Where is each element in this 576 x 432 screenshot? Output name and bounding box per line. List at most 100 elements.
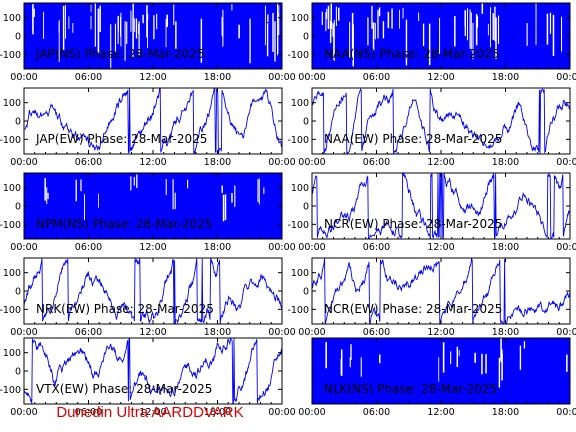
x-tick-label: 06:00 [363,327,390,338]
x-tick-label: 12:00 [139,242,166,253]
phase-trace [24,338,282,404]
y-tick-label: -100 [287,50,309,61]
x-tick-label: 12:00 [427,242,454,253]
phase-trace [312,338,570,404]
x-tick-label: 18:00 [492,72,519,83]
x-tick-label: 06:00 [363,242,390,253]
x-tick-label: 00:00 [556,327,576,338]
y-tick-label: 0 [15,367,21,378]
y-tick-label: -100 [287,220,309,231]
x-tick-label: 00:00 [10,407,37,418]
x-tick-label: 18:00 [204,72,231,83]
trace-line [24,338,282,404]
x-tick-label: 18:00 [492,157,519,168]
y-tick-label: 0 [303,32,309,43]
y-tick-label: 100 [3,98,21,109]
phase-trace [312,258,570,324]
chart-panel-1: 100 0 -100 00:00 06:00 12:00 18:00 00:00 JAP(NS)… [0,2,296,83]
x-tick-label: 00:00 [10,72,37,83]
y-tick-label: 100 [3,348,21,359]
x-tick-label: 12:00 [427,72,454,83]
phase-trace [312,3,570,69]
y-tick-label: 100 [291,268,309,279]
x-tick-label: 18:00 [204,407,231,418]
x-tick-label: 00:00 [268,72,295,83]
x-tick-label: 12:00 [139,157,166,168]
chart-title: NCR(EW) Phase: 28-Mar-2025 [324,302,502,316]
y-tick-label: 0 [303,117,309,128]
x-tick-label: 00:00 [556,242,576,253]
x-tick-label: 00:00 [10,242,37,253]
chart-title: NCR(EW) Phase: 28-Mar-2025 [324,217,502,231]
chart-title: JAP(NS) Phase: 28-Mar-2025 [35,47,205,61]
trace-fill [312,338,570,404]
x-tick-label: 00:00 [268,242,295,253]
x-tick-label: 12:00 [139,327,166,338]
y-tick-label: 0 [303,202,309,213]
y-tick-label: -100 [0,135,21,146]
y-tick-label: 0 [15,32,21,43]
chart-title: NRK(EW) Phase: 28-Mar-2025 [36,302,214,316]
trace-line [24,88,282,154]
chart-title: NAA(EW) Phase: 28-Mar-2025 [324,132,502,146]
trace-line [312,258,570,324]
footer-caption: Dunedin Ultra AARDDVARK [56,404,244,421]
x-tick-label: 06:00 [75,72,102,83]
x-tick-label: 00:00 [298,242,325,253]
y-tick-label: -100 [0,305,21,316]
x-tick-label: 00:00 [298,407,325,418]
x-tick-label: 00:00 [268,407,295,418]
x-tick-label: 18:00 [204,157,231,168]
phase-trace [312,88,570,154]
phase-trace [24,88,282,154]
chart-title: VTX(EW) Phase: 28-Mar-2025 [36,382,212,396]
y-tick-label: 0 [15,202,21,213]
chart-title: NAA(NS) Phase: 28-Mar-2025 [324,47,500,61]
y-tick-label: -100 [0,385,21,396]
chart-title: JAP(EW) Phase: 28-Mar-2025 [35,132,207,146]
chart-panel-2: 100 0 -100 00:00 06:00 12:00 18:00 00:00 NAA(NS)… [287,2,576,83]
x-tick-label: 00:00 [298,327,325,338]
x-tick-label: 06:00 [75,157,102,168]
chart-panel-7: 100 0 -100 00:00 06:00 12:00 18:00 00:00 NRK(EW)… [0,257,296,338]
y-tick-label: -100 [0,50,21,61]
chart-panel-5: 100 0 -100 00:00 06:00 12:00 18:00 00:00 NPM(NS)… [0,172,296,253]
x-tick-label: 12:00 [139,72,166,83]
trace-fill [24,173,282,239]
x-tick-label: 18:00 [492,242,519,253]
x-tick-label: 00:00 [268,327,295,338]
y-tick-label: 100 [3,13,21,24]
chart-panel-8: 100 0 -100 00:00 06:00 12:00 18:00 00:00 NCR(EW)… [287,257,576,338]
y-tick-label: 100 [3,268,21,279]
chart-panel-10: 00:00 06:00 12:00 18:00 00:00 NLK(NS) Phase: … [298,337,576,418]
y-tick-label: 0 [15,117,21,128]
phase-trace [24,173,282,239]
trace-line [312,88,570,154]
x-tick-label: 00:00 [10,327,37,338]
y-tick-label: 100 [291,98,309,109]
x-tick-label: 18:00 [492,327,519,338]
x-tick-label: 06:00 [75,407,102,418]
phase-trace [24,258,282,324]
x-tick-label: 18:00 [492,407,519,418]
x-tick-label: 12:00 [427,407,454,418]
x-tick-label: 18:00 [204,327,231,338]
x-tick-label: 00:00 [556,157,576,168]
x-tick-label: 12:00 [427,327,454,338]
chart-title: NPM(NS) Phase: 28-Mar-2025 [36,217,212,231]
x-tick-label: 12:00 [139,407,166,418]
x-tick-label: 00:00 [556,72,576,83]
x-tick-label: 06:00 [75,327,102,338]
y-tick-label: 100 [3,183,21,194]
x-tick-label: 00:00 [268,157,295,168]
chart-panel-6: 100 0 -100 00:00 06:00 12:00 18:00 00:00 NCR(EW)… [287,172,576,253]
x-tick-label: 00:00 [298,72,325,83]
trace-line [24,258,282,324]
x-tick-label: 06:00 [363,72,390,83]
x-tick-label: 00:00 [556,407,576,418]
y-tick-label: -100 [287,305,309,316]
y-tick-label: 0 [303,287,309,298]
y-tick-label: 0 [15,287,21,298]
y-tick-label: -100 [287,135,309,146]
